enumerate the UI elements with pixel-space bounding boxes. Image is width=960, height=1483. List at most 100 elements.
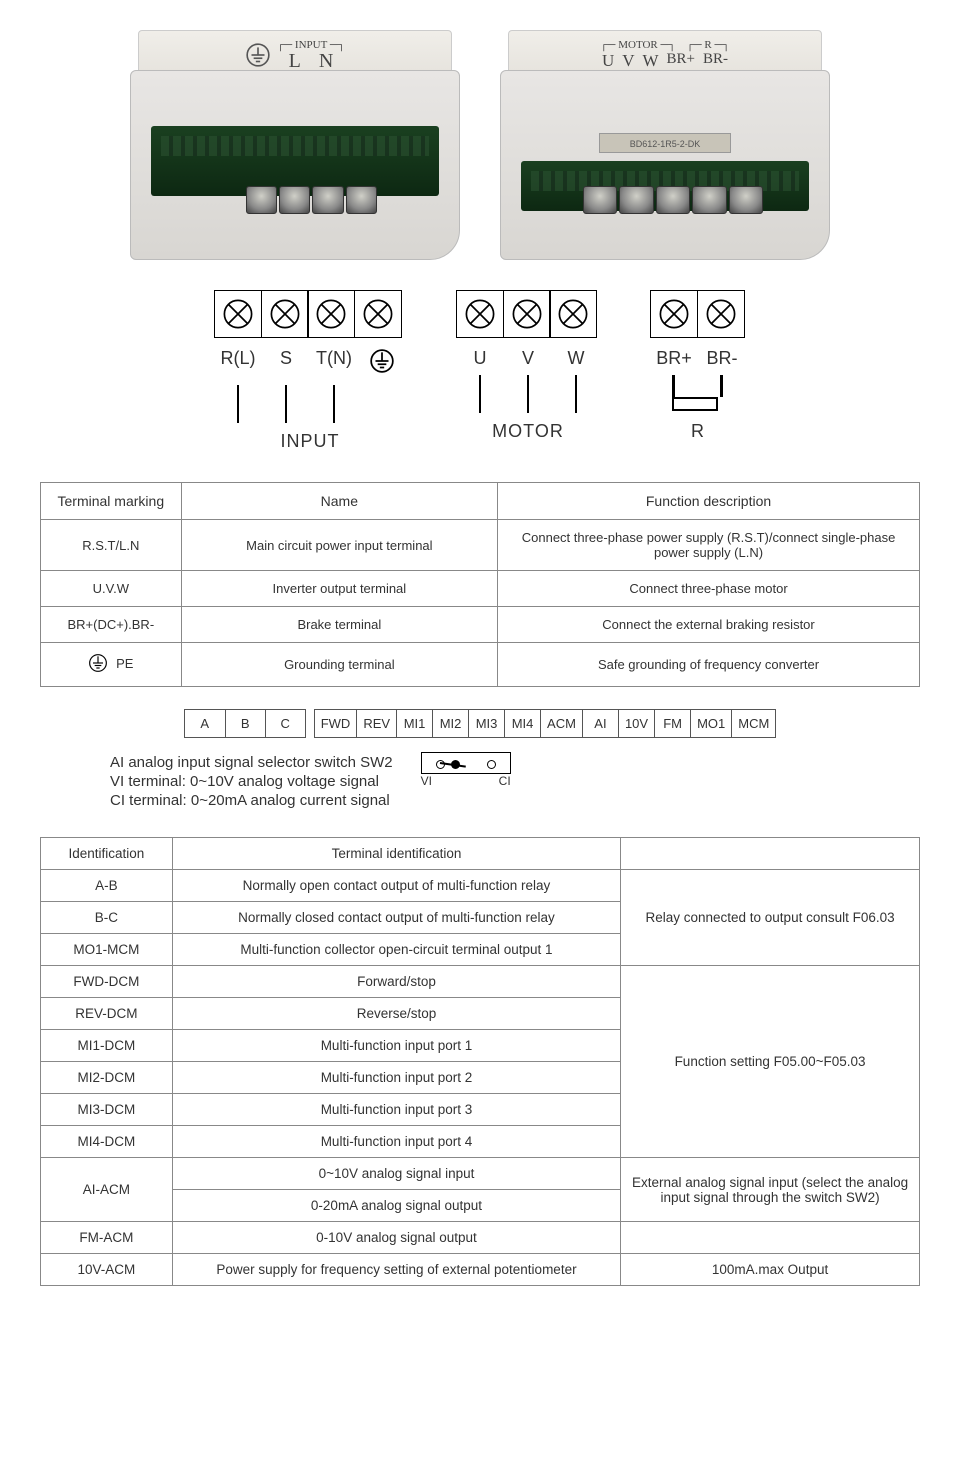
label-TN: T(N): [310, 348, 358, 379]
t1-r2c0: BR+(DC+).BR-: [41, 607, 182, 643]
t2-desc-MI2: Multi-function input port 2: [172, 1062, 620, 1094]
t1-r0c2: Connect three-phase power supply (R.S.T)…: [498, 520, 920, 571]
t2-desc-BC: Normally closed contact output of multi-…: [172, 902, 620, 934]
pin-B: B: [225, 710, 265, 737]
t2-id-AI: AI-ACM: [41, 1158, 173, 1222]
control-terminal-table: Identification Terminal identification A…: [40, 837, 920, 1286]
ground-icon: [88, 653, 108, 673]
pin-A: A: [185, 710, 225, 737]
t2-desc-REV: Reverse/stop: [172, 998, 620, 1030]
t2-note-AI: External analog signal input (select the…: [621, 1158, 920, 1222]
input-bracket: ┌─ INPUT ─┐: [277, 40, 346, 51]
control-pin-row: A B C FWD REV MI1 MI2 MI3 MI4 ACM AI 10V…: [40, 709, 920, 738]
pin-FWD: FWD: [315, 710, 357, 737]
t2-desc-FWD: Forward/stop: [172, 966, 620, 998]
pin-REV: REV: [356, 710, 396, 737]
t2-note-FM: [621, 1222, 920, 1254]
t2-h2: [621, 838, 920, 870]
pin-block-abc: A B C: [184, 709, 306, 738]
pin-10V: 10V: [618, 710, 654, 737]
label-U: U: [456, 348, 504, 369]
r-caption: R: [650, 421, 746, 442]
sw2-description: AI analog input signal selector switch S…: [110, 752, 920, 811]
ground-icon: [245, 42, 271, 68]
t2-id-BC: B-C: [41, 902, 173, 934]
t2-desc-AI2: 0-20mA analog signal output: [172, 1190, 620, 1222]
t2-id-MI2: MI2-DCM: [41, 1062, 173, 1094]
device-photo-input: ┌─ INPUT ─┐ LN: [130, 30, 460, 260]
t2-desc-AI1: 0~10V analog signal input: [172, 1158, 620, 1190]
t2-note-10V: 100mA.max Output: [621, 1254, 920, 1286]
motor-terminal-group: U V W MOTOR: [456, 290, 600, 452]
motor-bracket: ┌─ MOTOR ─┐: [600, 39, 676, 51]
t1-r2c2: Connect the external braking resistor: [498, 607, 920, 643]
label-W: W: [552, 348, 600, 369]
t2-id-MI3: MI3-DCM: [41, 1094, 173, 1126]
brake-terminal-group: BR+ BR- R: [650, 290, 746, 452]
input-terminal-group: R(L) S T(N) INPUT: [214, 290, 406, 452]
t2-desc-AB: Normally open contact output of multi-fu…: [172, 870, 620, 902]
t2-h1: Terminal identification: [172, 838, 620, 870]
device-photos: ┌─ INPUT ─┐ LN ┌─ MOTOR ─┐ ┌─ R ─┐ U V W…: [40, 30, 920, 260]
r-bracket: ┌─ R ─┐: [686, 39, 730, 51]
t1-r1c1: Inverter output terminal: [181, 571, 497, 607]
pin-MI4: MI4: [504, 710, 540, 737]
pin-block-main: FWD REV MI1 MI2 MI3 MI4 ACM AI 10V FM MO…: [314, 709, 777, 738]
pin-MI2: MI2: [432, 710, 468, 737]
t1-h2: Function description: [498, 483, 920, 520]
label-ground: [358, 348, 406, 379]
pin-ACM: ACM: [540, 710, 582, 737]
t2-id-MI4: MI4-DCM: [41, 1126, 173, 1158]
t2-h0: Identification: [41, 838, 173, 870]
pin-MI1: MI1: [396, 710, 432, 737]
t2-id-FM: FM-ACM: [41, 1222, 173, 1254]
t2-note-relay: Relay connected to output consult F06.03: [621, 870, 920, 966]
sw2-switch-diagram: [421, 752, 511, 774]
t1-r3c1: Grounding terminal: [181, 643, 497, 687]
label-BRplus: BR+: [650, 348, 698, 369]
sw2-line1: AI analog input signal selector switch S…: [110, 754, 393, 771]
label-S: S: [262, 348, 310, 379]
t1-r2c1: Brake terminal: [181, 607, 497, 643]
t1-r0c1: Main circuit power input terminal: [181, 520, 497, 571]
device-body-right: BD612-1R5-2-DK: [500, 70, 830, 260]
pin-MI3: MI3: [468, 710, 504, 737]
t2-id-FWD: FWD-DCM: [41, 966, 173, 998]
sw2-line2: VI terminal: 0~10V analog voltage signal: [110, 773, 393, 790]
pin-MCM: MCM: [731, 710, 775, 737]
label-L: L: [289, 51, 301, 71]
t2-desc-10V: Power supply for frequency setting of ex…: [172, 1254, 620, 1286]
t1-r1c2: Connect three-phase motor: [498, 571, 920, 607]
t1-h1: Name: [181, 483, 497, 520]
t1-h0: Terminal marking: [41, 483, 182, 520]
sw2-ci-label: CI: [499, 774, 511, 788]
label-BRminus: BR-: [698, 348, 746, 369]
t2-desc-MI4: Multi-function input port 4: [172, 1126, 620, 1158]
t2-id-REV: REV-DCM: [41, 998, 173, 1030]
model-sticker: BD612-1R5-2-DK: [599, 133, 730, 153]
motor-caption: MOTOR: [456, 421, 600, 442]
main-terminal-table: Terminal marking Name Function descripti…: [40, 482, 920, 687]
label-RL: R(L): [214, 348, 262, 379]
t1-r0c0: R.S.T/L.N: [41, 520, 182, 571]
pin-C: C: [265, 710, 305, 737]
label-N: N: [319, 51, 333, 71]
t2-id-AB: A-B: [41, 870, 173, 902]
t2-id-MI1: MI1-DCM: [41, 1030, 173, 1062]
t2-id-MO1: MO1-MCM: [41, 934, 173, 966]
terminal-diagram: R(L) S T(N) INPUT U V W MOTOR: [40, 290, 920, 452]
t2-note-func: Function setting F05.00~F05.03: [621, 966, 920, 1158]
pin-MO1: MO1: [690, 710, 731, 737]
t1-r3c0: PE: [41, 643, 182, 687]
t1-r1c0: U.V.W: [41, 571, 182, 607]
sw2-line3: CI terminal: 0~20mA analog current signa…: [110, 792, 393, 809]
t2-desc-FM: 0-10V analog signal output: [172, 1222, 620, 1254]
t2-desc-MI3: Multi-function input port 3: [172, 1094, 620, 1126]
device-body-left: [130, 70, 460, 260]
t2-desc-MI1: Multi-function input port 1: [172, 1030, 620, 1062]
device-photo-output: ┌─ MOTOR ─┐ ┌─ R ─┐ U V W BR+ BR- BD612-…: [500, 30, 830, 260]
label-V: V: [504, 348, 552, 369]
t2-id-10V: 10V-ACM: [41, 1254, 173, 1286]
pin-AI: AI: [582, 710, 618, 737]
t2-desc-MO1: Multi-function collector open-circuit te…: [172, 934, 620, 966]
